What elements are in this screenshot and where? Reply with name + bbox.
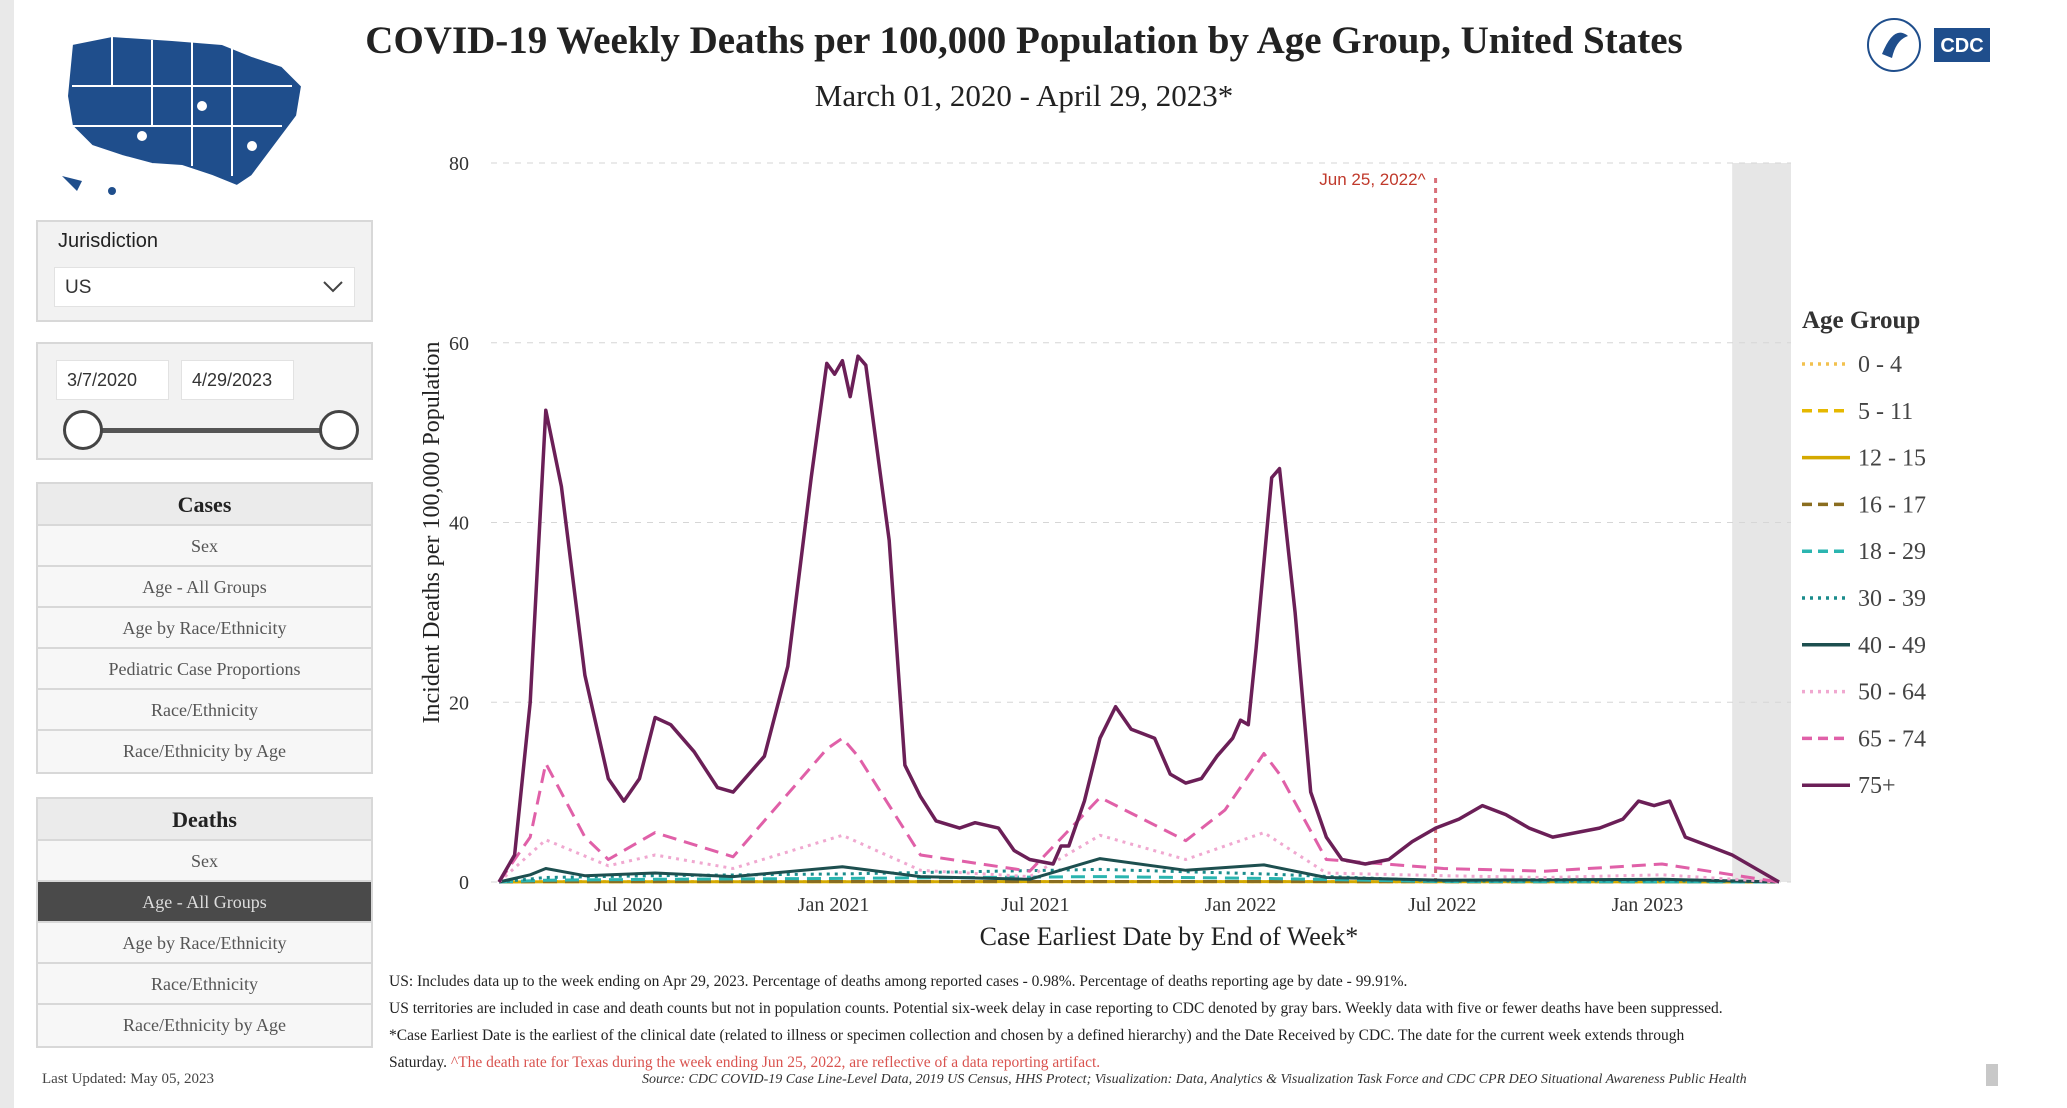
deaths-menu: Deaths Sex Age - All Groups Age by Race/… (36, 797, 373, 1048)
y-tick-label: 0 (459, 872, 469, 894)
y-axis-label: Incident Deaths per 100,000 Population (419, 342, 445, 724)
source-note: Source: CDC COVID-19 Case Line-Level Dat… (642, 1072, 1747, 1087)
start-date-input[interactable]: 3/7/2020 (56, 360, 169, 400)
deaths-menu-item-sex[interactable]: Sex (38, 841, 371, 882)
dashboard-frame: COVID-19 Weekly Deaths per 100,000 Popul… (14, 0, 2067, 1108)
cases-menu-item-age-all-groups[interactable]: Age - All Groups (38, 567, 371, 608)
legend-entry: 40 - 49 (1858, 633, 1926, 659)
footnote-line-2: US territories are included in case and … (389, 1000, 1723, 1017)
cases-menu-item-sex[interactable]: Sex (38, 526, 371, 567)
y-tick-label: 60 (449, 333, 469, 355)
legend-entry: 65 - 74 (1858, 726, 1926, 752)
date-slider-track[interactable] (83, 428, 339, 433)
series-line-40-49 (498, 857, 1780, 884)
annotation-label: Jun 25, 2022^ (1319, 170, 1425, 189)
cdc-logo: CDC (1867, 18, 1990, 72)
footnote-texas-note: ^The death rate for Texas during the wee… (450, 1054, 1101, 1071)
cases-menu-heading: Cases (38, 484, 371, 526)
date-range-filter: 3/7/2020 4/29/2023 (36, 342, 373, 460)
us-map-thumbnail[interactable] (52, 26, 332, 206)
series-line-75plus (497, 354, 1780, 884)
footnote-line-4: Saturday. ^The death rate for Texas duri… (389, 1049, 2029, 1076)
chart-title: COVID-19 Weekly Deaths per 100,000 Popul… (365, 19, 1683, 62)
chart-subtitle: March 01, 2020 - April 29, 2023* (814, 78, 1234, 113)
x-tick-label: Jan 2022 (1205, 894, 1277, 916)
legend-entry: 0 - 4 (1858, 352, 1902, 378)
x-tick-label: Jul 2021 (1001, 894, 1069, 916)
deaths-menu-item-race[interactable]: Race/Ethnicity (38, 964, 371, 1005)
last-updated-text: Last Updated: May 05, 2023 (42, 1071, 215, 1087)
date-slider-end-handle[interactable] (319, 410, 359, 450)
cases-menu: Cases Sex Age - All Groups Age by Race/E… (36, 482, 373, 774)
cdc-logo-text: CDC (1940, 35, 1983, 57)
legend-entry: 5 - 11 (1858, 399, 1913, 425)
cases-menu-item-race-by-age[interactable]: Race/Ethnicity by Age (38, 731, 371, 772)
y-tick-label: 20 (449, 692, 469, 714)
date-slider-start-handle[interactable] (63, 410, 103, 450)
x-tick-label: Jul 2022 (1408, 894, 1476, 916)
y-tick-label: 40 (449, 513, 469, 535)
jurisdiction-dropdown[interactable]: US (54, 267, 355, 307)
series-line-65-74 (497, 736, 1780, 884)
deaths-menu-heading: Deaths (38, 799, 371, 841)
chevron-down-icon (323, 281, 343, 293)
legend-entry: 50 - 64 (1858, 680, 1926, 706)
deaths-menu-item-race-by-age[interactable]: Race/Ethnicity by Age (38, 1005, 371, 1046)
jurisdiction-label: Jurisdiction (58, 230, 159, 252)
legend-entry: 12 - 15 (1858, 446, 1926, 472)
scrollbar-thumb[interactable] (1986, 1064, 1998, 1086)
y-tick-label: 80 (449, 153, 469, 175)
cases-menu-item-age-by-race[interactable]: Age by Race/Ethnicity (38, 608, 371, 649)
footnote-line-1: US: Includes data up to the week ending … (389, 973, 1408, 990)
x-tick-label: Jan 2021 (798, 894, 870, 916)
cases-menu-item-pediatric[interactable]: Pediatric Case Proportions (38, 649, 371, 690)
x-axis-label: Case Earliest Date by End of Week* (980, 922, 1359, 951)
x-tick-label: Jul 2020 (594, 894, 662, 916)
deaths-menu-item-age-by-race[interactable]: Age by Race/Ethnicity (38, 923, 371, 964)
jurisdiction-filter: Jurisdiction US (36, 220, 373, 322)
cases-menu-item-race[interactable]: Race/Ethnicity (38, 690, 371, 731)
legend-entry: 30 - 39 (1858, 586, 1926, 612)
footnote-saturday: Saturday. (389, 1054, 447, 1071)
deaths-menu-item-age-all-groups[interactable]: Age - All Groups (38, 882, 371, 923)
legend-entry: 75+ (1858, 773, 1896, 799)
x-tick-label: Jan 2023 (1612, 894, 1684, 916)
jurisdiction-value: US (65, 277, 92, 298)
line-chart: 0 20 40 60 80 Jul 2020 Jan 2021 Jul 2021 Jan 202… (419, 153, 1926, 951)
legend-entry: 18 - 29 (1858, 539, 1926, 565)
legend-entry: 16 - 17 (1858, 492, 1926, 518)
end-date-input[interactable]: 4/29/2023 (181, 360, 294, 400)
legend-title: Age Group (1802, 307, 1920, 334)
footnotes: US: Includes data up to the week ending … (389, 968, 2029, 1076)
footnote-line-3: *Case Earliest Date is the earliest of t… (389, 1027, 1685, 1044)
series-line-50-64 (497, 831, 1780, 884)
